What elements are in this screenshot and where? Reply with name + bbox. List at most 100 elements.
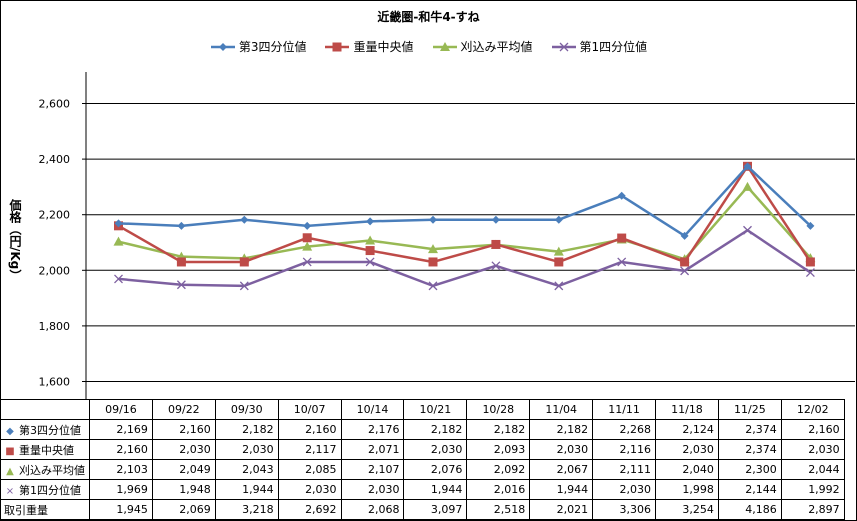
- data-label: 2,268: [592, 419, 657, 440]
- x-tick-label: 10/28: [466, 399, 531, 420]
- y-tick-label: 1,800: [39, 320, 71, 333]
- data-point: [491, 261, 501, 271]
- row-label: ◆ 第3四分位値: [0, 419, 90, 440]
- data-label: 2,103: [89, 459, 153, 480]
- data-label: 2,030: [277, 479, 342, 500]
- data-label: 2,071: [340, 439, 405, 460]
- data-point: [114, 274, 123, 284]
- data-point: [805, 268, 815, 277]
- table-row: 取引重量 1,945 2,069 3,218 2,692 2,068 3,097 2,518 2…: [0, 499, 845, 520]
- data-label: 3,097: [403, 499, 468, 520]
- y-tick-label: 2,200: [39, 209, 71, 222]
- legend-key-icon: ◆: [6, 425, 14, 437]
- data-point: [439, 41, 450, 51]
- data-point: [428, 281, 438, 291]
- data-label: 2,092: [466, 459, 531, 480]
- data-label: 1,998: [655, 479, 719, 500]
- data-table: 09/16 09/22 09/30 10/07 10/14 10/21 10/28 11/04…: [0, 399, 845, 520]
- data-label: 2,117: [277, 439, 342, 460]
- table-row: × 第1四分位値 1,969 1,948 1,944 2,030 2,030 1,944 2,0…: [0, 479, 845, 500]
- row-label: 取引重量: [0, 499, 90, 520]
- data-label: 1,944: [403, 479, 468, 500]
- data-point: [680, 257, 690, 267]
- series-line: [118, 229, 812, 288]
- row-label-text: 刈込み平均値: [19, 463, 85, 477]
- x-tick-label: 11/18: [655, 399, 719, 420]
- data-point: [218, 42, 227, 51]
- data-point: [806, 221, 815, 230]
- data-point: [365, 235, 376, 245]
- data-point: [617, 257, 627, 267]
- y-tick-label: 2,400: [39, 153, 71, 166]
- data-label: 1,944: [214, 479, 279, 500]
- row-label: ■ 重量中央値: [0, 439, 90, 460]
- legend-swatch: [432, 41, 457, 51]
- data-label: 2,176: [340, 419, 405, 440]
- data-label: 1,948: [151, 479, 216, 500]
- data-point: [113, 236, 124, 246]
- data-point: [240, 215, 249, 224]
- x-tick-label: 11/04: [529, 399, 594, 420]
- data-label: 2,085: [277, 459, 342, 480]
- legend-label: 刈込み平均値: [460, 40, 533, 54]
- data-label: 2,030: [151, 439, 216, 460]
- data-point: [332, 42, 342, 51]
- data-label: 2,518: [466, 499, 531, 520]
- data-label: 2,144: [717, 479, 782, 500]
- data-label: 2,049: [151, 459, 216, 480]
- data-point: [302, 241, 313, 251]
- data-point: [366, 217, 375, 226]
- legend-label: 重量中央値: [353, 40, 414, 54]
- data-label: 2,182: [214, 419, 279, 440]
- chart-title: 近畿圏-和牛4-すね: [377, 10, 480, 24]
- y-tick-label: 2,600: [39, 98, 71, 111]
- data-label: 2,030: [340, 479, 405, 500]
- table-corner: [0, 399, 90, 420]
- data-label: 2,030: [655, 439, 719, 460]
- data-label: 2,030: [214, 439, 279, 460]
- row-label: × 第1四分位値: [0, 479, 90, 500]
- data-label: 2,030: [403, 439, 468, 460]
- data-point: [177, 221, 186, 230]
- legend-label: 第1四分位値: [579, 40, 648, 54]
- x-tick-label: 10/07: [277, 399, 342, 420]
- data-label: 2,068: [340, 499, 405, 520]
- legend-item: 刈込み平均値: [432, 38, 533, 55]
- data-point: [554, 215, 563, 224]
- data-point: [617, 191, 626, 200]
- data-label: 1,969: [89, 479, 153, 500]
- data-label: 2,016: [466, 479, 531, 500]
- legend-key-icon: ■: [5, 445, 15, 457]
- data-point: [176, 257, 186, 267]
- data-label: 1,945: [89, 499, 153, 520]
- series-line: [118, 165, 812, 238]
- y-axis-label: 価格（円/Kg）: [8, 198, 22, 282]
- data-point: [429, 215, 437, 224]
- row-label: ▲ 刈込み平均値: [0, 459, 90, 480]
- data-label: 3,306: [592, 499, 657, 520]
- data-label: 2,076: [403, 459, 468, 480]
- data-point: [365, 246, 375, 256]
- data-label: 2,897: [780, 499, 845, 520]
- data-point: [239, 257, 249, 267]
- legend-item: 重量中央値: [324, 38, 414, 55]
- data-label: 4,186: [717, 499, 782, 520]
- data-label: 3,218: [214, 499, 279, 520]
- data-point: [491, 215, 500, 224]
- series-line: [117, 165, 812, 264]
- data-point: [617, 233, 627, 243]
- x-tick-label: 09/22: [151, 399, 216, 420]
- data-point: [680, 266, 690, 276]
- data-label: 1,944: [529, 479, 594, 500]
- chart-legend: 第3四分位値 重量中央値 刈込み平均値 第1四分位値: [0, 38, 857, 56]
- data-point: [114, 219, 123, 228]
- table-row: ■ 重量中央値 2,160 2,030 2,030 2,117 2,071 2,030 2,09…: [0, 439, 845, 460]
- data-point: [303, 221, 312, 230]
- row-label-text: 重量中央値: [19, 443, 74, 457]
- x-tick-label: 09/16: [89, 399, 153, 420]
- data-label: 2,030: [592, 479, 657, 500]
- data-label: 2,692: [277, 499, 342, 520]
- data-point: [743, 225, 752, 235]
- data-label: 2,067: [529, 459, 594, 480]
- legend-key-icon: ▲: [6, 465, 14, 477]
